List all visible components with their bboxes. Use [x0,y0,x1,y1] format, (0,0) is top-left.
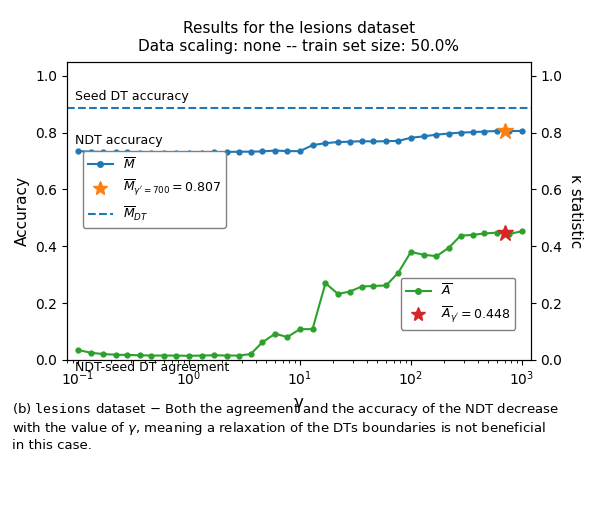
Y-axis label: Accuracy: Accuracy [15,176,30,246]
Legend: $\overline{A}$, $\overline{A}_{\gamma^{\prime}} = 0.448$: $\overline{A}$, $\overline{A}_{\gamma^{\… [401,278,515,329]
X-axis label: γ: γ [294,394,304,412]
Text: NDT accuracy: NDT accuracy [76,134,163,147]
Text: NDT-seed DT agreement: NDT-seed DT agreement [76,361,229,374]
Text: (b) $\mathtt{lesions}$ dataset $-$ Both the agreement and the accuracy of the ND: (b) $\mathtt{lesions}$ dataset $-$ Both … [12,401,559,452]
Y-axis label: κ statistic: κ statistic [569,174,583,248]
Text: Seed DT accuracy: Seed DT accuracy [76,89,189,103]
Title: Results for the lesions dataset
Data scaling: none -- train set size: 50.0%: Results for the lesions dataset Data sca… [138,21,459,53]
